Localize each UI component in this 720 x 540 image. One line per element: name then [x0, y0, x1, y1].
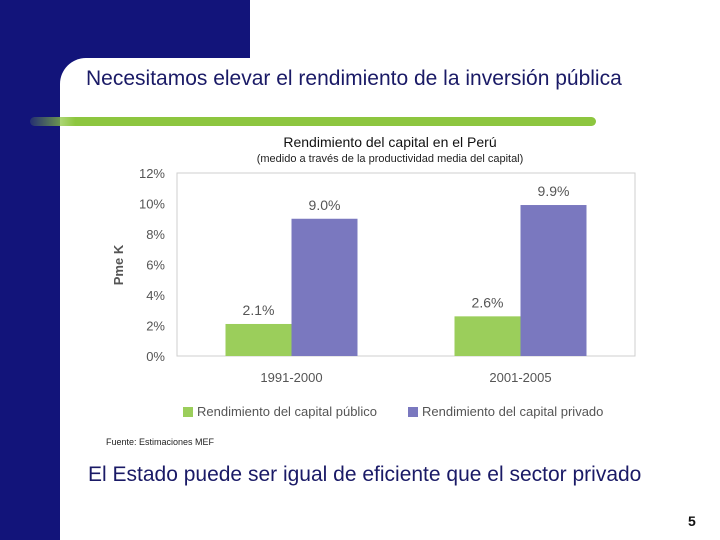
- plot-frame: [176, 172, 636, 357]
- bar-private: [520, 205, 587, 356]
- chart-subtitle: (medido a través de la productividad med…: [256, 153, 524, 165]
- left-navy-band: [0, 0, 60, 540]
- chart-title: Rendimiento del capital en el Perú: [283, 134, 497, 150]
- y-axis-label: Pme K: [111, 244, 126, 285]
- y-tick-label: 6%: [146, 258, 165, 273]
- bar-public: [454, 316, 521, 356]
- bar-value-label: 9.9%: [538, 183, 570, 199]
- bar-private: [291, 218, 358, 356]
- top-navy-block: [60, 0, 250, 58]
- y-tick-label: 2%: [146, 319, 165, 334]
- page-number: 5: [688, 513, 696, 529]
- bar-value-label: 2.6%: [472, 294, 504, 310]
- source-note: Fuente: Estimaciones MEF: [106, 437, 215, 447]
- slide-title: Necesitamos elevar el rendimiento de la …: [86, 67, 622, 90]
- legend-label: Rendimiento del capital público: [197, 404, 377, 419]
- conclusion-text: El Estado puede ser igual de eficiente q…: [88, 463, 642, 486]
- x-category-label: 1991-2000: [260, 370, 322, 385]
- legend-label: Rendimiento del capital privado: [422, 404, 603, 419]
- legend-swatch: [408, 407, 418, 417]
- bar-public: [225, 323, 292, 356]
- y-tick-label: 0%: [146, 349, 165, 364]
- x-category-label: 2001-2005: [489, 370, 551, 385]
- legend-swatch: [183, 407, 193, 417]
- bar-value-label: 2.1%: [243, 302, 275, 318]
- y-tick-label: 8%: [146, 227, 165, 242]
- bar-chart: Pme K 0% 2% 4% 6% 8% 10% 12% 2.1% 9.0% 1991-2000 2…: [111, 166, 636, 419]
- y-tick-label: 10%: [139, 197, 165, 212]
- bar-value-label: 9.0%: [309, 197, 341, 213]
- y-tick-label: 12%: [139, 166, 165, 181]
- title-underline-bar: [30, 117, 596, 126]
- y-tick-label: 4%: [146, 288, 165, 303]
